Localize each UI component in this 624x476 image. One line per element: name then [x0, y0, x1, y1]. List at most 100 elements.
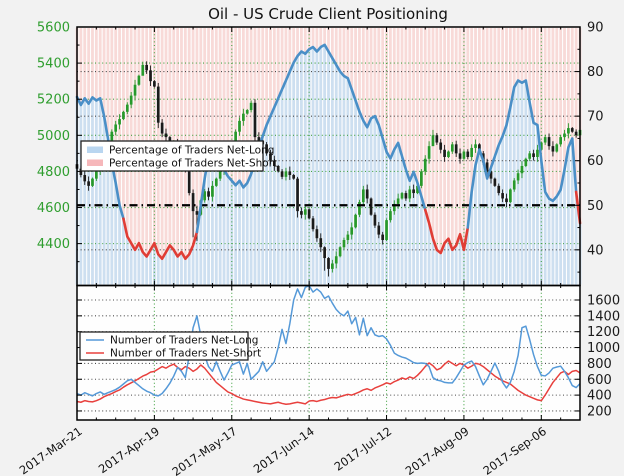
net-long-fill-stripe — [462, 249, 466, 285]
count-axis-label: 600 — [587, 373, 612, 388]
net-long-fill-stripe — [280, 89, 284, 285]
candle-body — [381, 234, 385, 241]
candle-body — [358, 202, 361, 215]
net-long-fill-stripe — [83, 98, 87, 285]
count-axis-label: 1200 — [587, 325, 620, 340]
net-short-fill-stripe — [342, 28, 346, 77]
net-long-fill-stripe — [168, 245, 172, 285]
net-short-fill-stripe — [412, 28, 416, 172]
net-short-count-line — [76, 360, 581, 405]
net-short-fill-stripe — [466, 28, 470, 228]
candle-body — [350, 227, 354, 235]
candle-body — [327, 258, 330, 269]
candle-body — [412, 189, 415, 194]
date-label: 2017-Jul-12 — [332, 424, 395, 474]
net-long-fill-stripe — [416, 182, 419, 285]
net-long-fill-stripe — [408, 180, 412, 285]
net-short-fill-stripe — [222, 28, 226, 170]
net-short-fill-stripe — [563, 28, 566, 170]
net-short-fill-stripe — [512, 28, 516, 88]
net-long-fill-stripe — [392, 149, 396, 285]
net-short-fill-stripe — [257, 28, 261, 148]
left-axis-label: 5200 — [37, 93, 70, 108]
net-short-fill-stripe — [234, 28, 238, 186]
net-long-fill-stripe — [269, 116, 272, 285]
net-long-fill-stripe — [141, 252, 145, 285]
candle-body — [501, 193, 504, 199]
candle-body — [509, 189, 512, 203]
net-long-fill-stripe — [211, 147, 214, 285]
net-short-fill-stripe — [566, 28, 570, 148]
candle-body — [551, 146, 555, 152]
net-long-fill-stripe — [551, 200, 555, 285]
left-axis-label: 5000 — [37, 129, 70, 144]
net-short-fill-stripe — [269, 28, 272, 117]
pct-net-short-segment — [423, 208, 470, 255]
net-long-fill-stripe — [373, 116, 377, 285]
net-short-fill-stripe — [241, 28, 245, 188]
net-long-fill-stripe — [454, 245, 458, 285]
net-long-fill-stripe — [261, 136, 265, 285]
count-axis-label: 1600 — [587, 294, 620, 309]
net-short-fill-stripe — [315, 28, 319, 52]
candle-body — [462, 151, 466, 159]
net-long-fill-stripe — [478, 149, 481, 285]
candle-body — [373, 214, 377, 226]
net-long-fill-stripe — [176, 256, 179, 285]
candle-body — [416, 185, 419, 194]
net-short-fill-stripe — [91, 28, 94, 98]
net-long-fill-stripe — [265, 125, 268, 285]
date-label: 2017-Aug-09 — [403, 424, 472, 476]
candle-body — [214, 178, 218, 186]
net-short-fill-stripe — [354, 28, 357, 101]
candle-body — [396, 198, 400, 204]
net-short-fill-stripe — [450, 28, 454, 250]
net-short-fill-stripe — [536, 28, 539, 126]
candle-body — [435, 135, 439, 143]
net-short-fill-stripe — [400, 28, 404, 157]
candle-body — [443, 149, 446, 157]
count-axis-label: 200 — [587, 404, 612, 419]
net-long-fill-stripe — [296, 55, 299, 285]
net-short-fill-stripe — [261, 28, 265, 137]
net-long-fill-stripe — [520, 82, 524, 285]
net-long-fill-stripe — [125, 236, 129, 285]
net-long-fill-stripe — [489, 167, 493, 285]
candle-body — [361, 189, 365, 203]
candle-body — [505, 198, 508, 203]
candle-body — [303, 209, 307, 215]
net-short-fill-stripe — [454, 28, 458, 246]
net-long-fill-stripe — [234, 185, 238, 285]
net-long-fill-stripe — [207, 156, 210, 285]
count-axis-label: 400 — [587, 389, 612, 404]
net-short-fill-stripe — [102, 28, 106, 117]
net-long-fill-stripe — [338, 71, 342, 285]
candle-body — [207, 191, 210, 197]
candle-body — [439, 142, 443, 150]
net-short-fill-stripe — [528, 28, 532, 103]
legend-label-count-net-short: Number of Traders Net-Short — [110, 348, 261, 360]
candle-body — [91, 178, 94, 186]
net-short-fill-stripe — [404, 28, 408, 170]
candle-body — [307, 209, 311, 219]
net-long-fill-stripe — [350, 89, 354, 285]
net-long-fill-stripe — [327, 51, 330, 285]
net-long-fill-stripe — [118, 205, 121, 285]
net-long-fill-stripe — [222, 169, 226, 285]
candle-body — [284, 171, 288, 177]
net-short-fill-stripe — [265, 28, 268, 126]
net-long-fill-stripe — [133, 249, 137, 285]
candle-body — [245, 110, 249, 114]
net-long-fill-stripe — [195, 232, 199, 285]
candle-body — [516, 173, 520, 181]
net-short-fill-stripe — [327, 28, 330, 52]
net-long-fill-stripe — [559, 189, 563, 285]
net-short-fill-stripe — [319, 28, 323, 48]
candle-body — [400, 193, 404, 199]
net-short-fill-stripe — [389, 28, 392, 159]
candle-body — [427, 146, 431, 159]
net-long-fill-stripe — [152, 243, 156, 285]
candle-body — [520, 165, 524, 174]
candle-body — [423, 158, 427, 172]
